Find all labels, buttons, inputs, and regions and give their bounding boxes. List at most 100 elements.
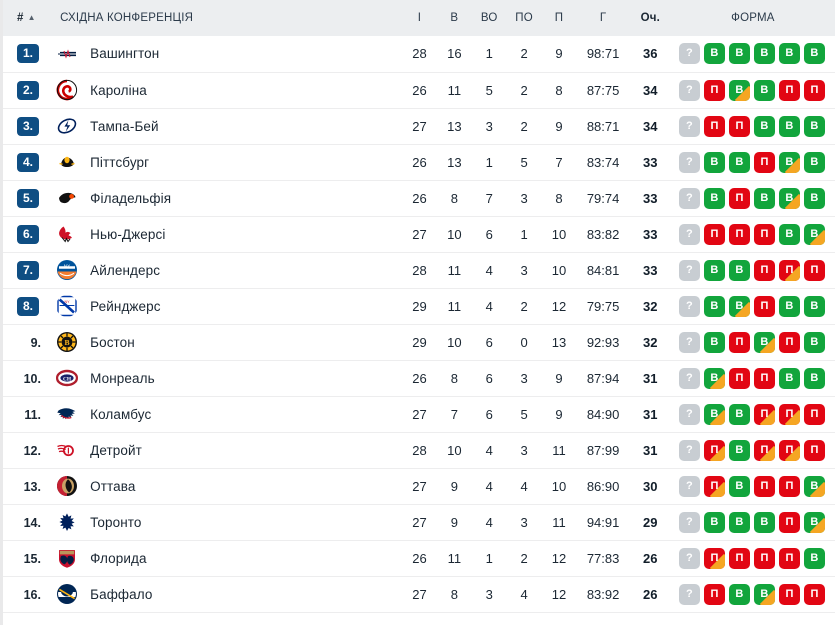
column-header-ot-losses[interactable]: ПО: [515, 12, 533, 24]
form-badge-win[interactable]: В: [803, 187, 825, 209]
form-badge-win[interactable]: В: [703, 43, 725, 65]
form-badge-unknown[interactable]: ?: [678, 295, 700, 317]
form-badge-win[interactable]: В: [728, 439, 750, 461]
table-row[interactable]: 16. Баффало 27 8 3 4 12 83:92 26? П В В П П: [3, 576, 835, 612]
form-badge-win[interactable]: В: [803, 331, 825, 353]
form-badge-loss[interactable]: П: [753, 151, 775, 173]
form-badge-win[interactable]: В: [703, 187, 725, 209]
column-header-points[interactable]: Оч.: [640, 12, 660, 24]
form-badge-loss[interactable]: П: [778, 547, 800, 569]
form-badge-win[interactable]: В: [778, 115, 800, 137]
form-badge-win[interactable]: В: [703, 403, 725, 425]
form-badge-win[interactable]: В: [778, 367, 800, 389]
form-badge-loss[interactable]: П: [728, 187, 750, 209]
team-cell[interactable]: Баффало: [48, 576, 402, 612]
form-badge-unknown[interactable]: ?: [678, 439, 700, 461]
team-cell[interactable]: CH Монреаль: [48, 360, 402, 396]
form-badge-unknown[interactable]: ?: [678, 475, 700, 497]
team-cell[interactable]: Кароліна: [48, 72, 402, 108]
form-badge-unknown[interactable]: ?: [678, 115, 700, 137]
form-badge-loss[interactable]: П: [778, 511, 800, 533]
column-header-games[interactable]: І: [417, 12, 422, 24]
form-badge-win[interactable]: В: [803, 295, 825, 317]
form-badge-loss[interactable]: П: [753, 367, 775, 389]
team-cell[interactable]: Детройт: [48, 432, 402, 468]
form-badge-win[interactable]: В: [803, 511, 825, 533]
form-badge-loss[interactable]: П: [753, 295, 775, 317]
column-header-ot-wins[interactable]: ВО: [480, 12, 498, 24]
table-row[interactable]: 9. B Бостон 29 10 6 0 13 92:93 32? В П В П В: [3, 324, 835, 360]
team-cell[interactable]: Оттава: [48, 468, 402, 504]
form-badge-loss[interactable]: П: [728, 367, 750, 389]
form-badge-win[interactable]: В: [778, 295, 800, 317]
form-badge-loss[interactable]: П: [728, 115, 750, 137]
form-badge-win[interactable]: В: [728, 79, 750, 101]
table-row[interactable]: 3. Тампа-Бей 27 13 3 2 9 88:71 34? П П В В В: [3, 108, 835, 144]
form-badge-loss[interactable]: П: [703, 439, 725, 461]
form-badge-loss[interactable]: П: [803, 403, 825, 425]
form-badge-win[interactable]: В: [703, 367, 725, 389]
form-badge-win[interactable]: В: [753, 187, 775, 209]
form-badge-win[interactable]: В: [703, 295, 725, 317]
form-badge-win[interactable]: В: [728, 43, 750, 65]
form-badge-win[interactable]: В: [778, 223, 800, 245]
column-header-conference[interactable]: СХІДНА КОНФЕРЕНЦІЯ: [60, 12, 194, 24]
column-header-goals[interactable]: Г: [599, 12, 607, 24]
form-badge-win[interactable]: В: [753, 331, 775, 353]
table-row[interactable]: 15. Флорида 26 11 1 2 12 77:83 26? П П П П В: [3, 540, 835, 576]
form-badge-win[interactable]: В: [778, 187, 800, 209]
form-badge-unknown[interactable]: ?: [678, 367, 700, 389]
form-badge-win[interactable]: В: [753, 79, 775, 101]
team-cell[interactable]: NY Айлендерс: [48, 252, 402, 288]
form-badge-loss[interactable]: П: [778, 403, 800, 425]
form-badge-win[interactable]: В: [728, 475, 750, 497]
form-badge-loss[interactable]: П: [753, 223, 775, 245]
form-badge-win[interactable]: В: [753, 115, 775, 137]
form-badge-win[interactable]: В: [753, 43, 775, 65]
table-row[interactable]: 2. Кароліна 26 11 5 2 8 87:75 34? П В В П П: [3, 72, 835, 108]
form-badge-win[interactable]: В: [703, 511, 725, 533]
form-badge-win[interactable]: В: [778, 151, 800, 173]
form-badge-win[interactable]: В: [803, 151, 825, 173]
team-cell[interactable]: B Бостон: [48, 324, 402, 360]
form-badge-unknown[interactable]: ?: [678, 259, 700, 281]
form-badge-loss[interactable]: П: [728, 331, 750, 353]
form-badge-loss[interactable]: П: [753, 439, 775, 461]
form-badge-win[interactable]: В: [728, 259, 750, 281]
form-badge-loss[interactable]: П: [703, 223, 725, 245]
table-row[interactable]: 12. Детройт 28 10 4 3 11 87:99 31? П В П П П: [3, 432, 835, 468]
table-row[interactable]: 6. Нью-Джерсі 27 10 6 1 10 83:82 33? П П П В В: [3, 216, 835, 252]
form-badge-unknown[interactable]: ?: [678, 43, 700, 65]
team-cell[interactable]: Коламбус: [48, 396, 402, 432]
form-badge-win[interactable]: В: [753, 511, 775, 533]
form-badge-unknown[interactable]: ?: [678, 79, 700, 101]
form-badge-win[interactable]: В: [803, 475, 825, 497]
form-badge-loss[interactable]: П: [703, 547, 725, 569]
form-badge-loss[interactable]: П: [703, 79, 725, 101]
form-badge-loss[interactable]: П: [803, 439, 825, 461]
table-row[interactable]: 4. Піттсбург 26 13 1 5 7 83:74 33? В В П В В: [3, 144, 835, 180]
form-badge-win[interactable]: В: [803, 223, 825, 245]
form-badge-unknown[interactable]: ?: [678, 187, 700, 209]
form-badge-win[interactable]: В: [753, 583, 775, 605]
form-badge-unknown[interactable]: ?: [678, 547, 700, 569]
table-row[interactable]: 11. Коламбус 27 7 6 5 9 84:90 31? В В П П П: [3, 396, 835, 432]
form-badge-loss[interactable]: П: [778, 475, 800, 497]
form-badge-loss[interactable]: П: [778, 583, 800, 605]
form-badge-win[interactable]: В: [728, 511, 750, 533]
form-badge-loss[interactable]: П: [703, 115, 725, 137]
table-row[interactable]: 7. NY Айлендерс 28 11 4 3 10 84:81 33? В В П П П: [3, 252, 835, 288]
form-badge-win[interactable]: В: [728, 583, 750, 605]
form-badge-loss[interactable]: П: [778, 439, 800, 461]
form-badge-win[interactable]: В: [703, 259, 725, 281]
team-cell[interactable]: Торонто: [48, 504, 402, 540]
form-badge-unknown[interactable]: ?: [678, 151, 700, 173]
table-row[interactable]: 10. CH Монреаль 26 8 6 3 9 87:94 31? В П П В В: [3, 360, 835, 396]
form-badge-unknown[interactable]: ?: [678, 331, 700, 353]
form-badge-win[interactable]: В: [803, 115, 825, 137]
form-badge-win[interactable]: В: [728, 151, 750, 173]
form-badge-loss[interactable]: П: [728, 547, 750, 569]
form-badge-win[interactable]: В: [728, 295, 750, 317]
form-badge-loss[interactable]: П: [778, 79, 800, 101]
team-cell[interactable]: NY Рейнджерс: [48, 288, 402, 324]
